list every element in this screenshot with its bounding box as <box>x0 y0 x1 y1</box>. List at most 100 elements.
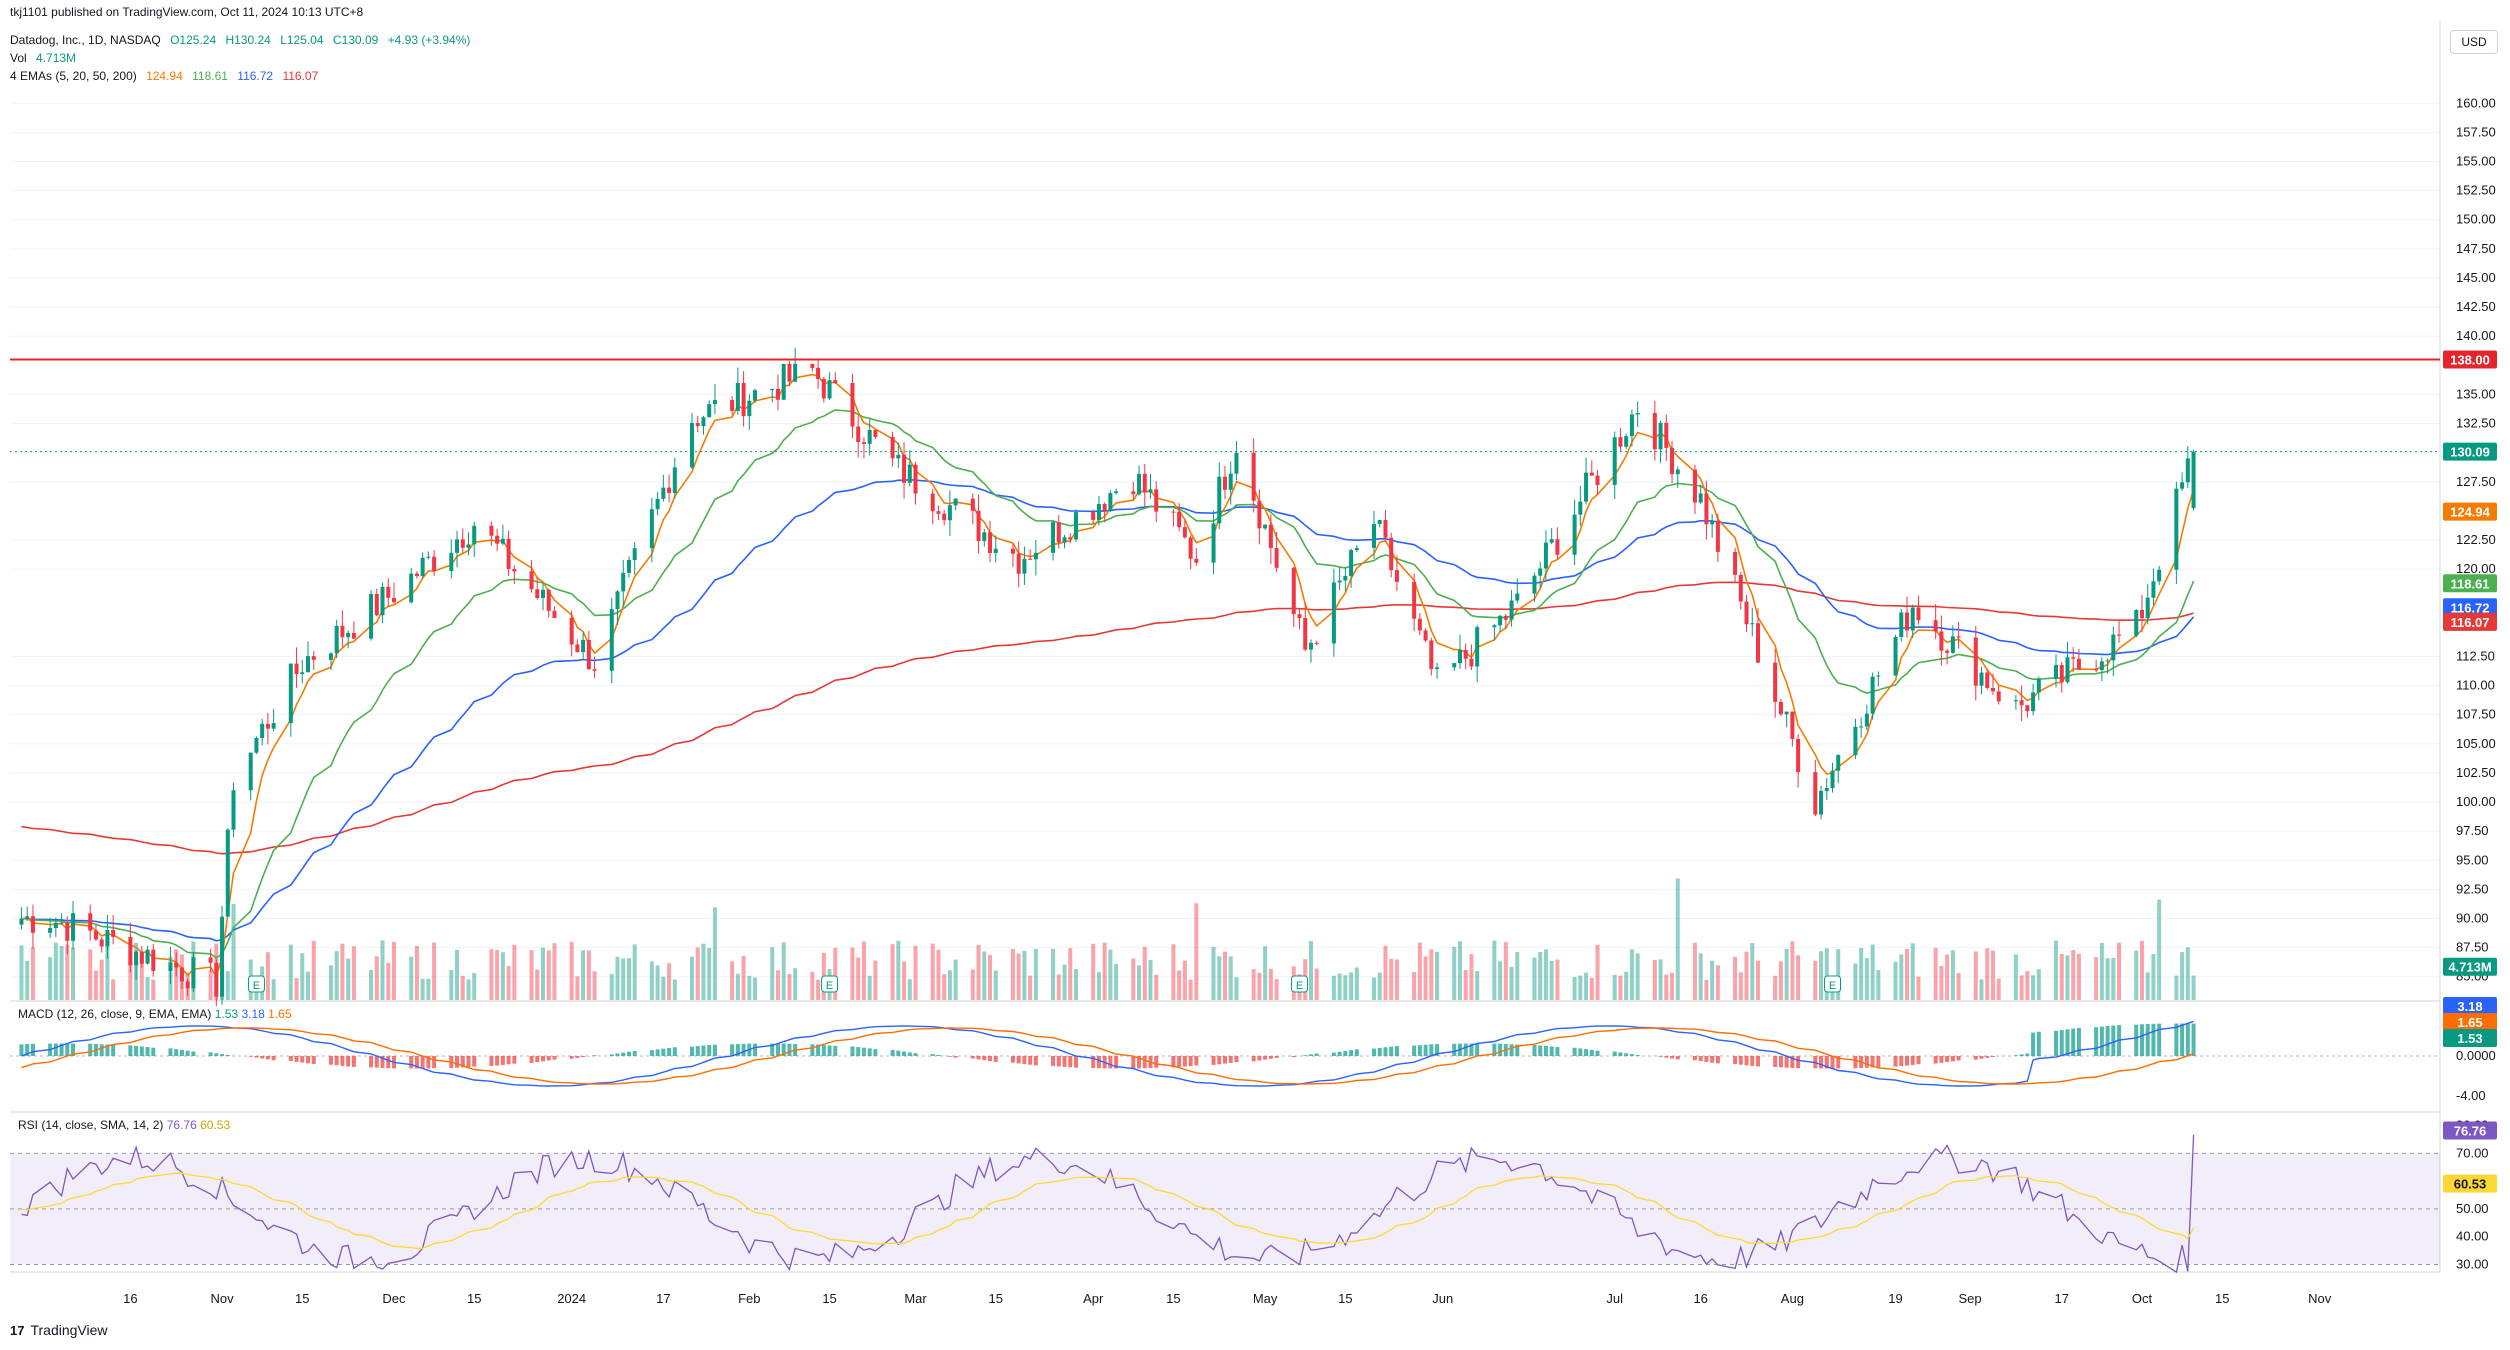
candle <box>1933 604 1938 640</box>
x-tick-label: Nov <box>2308 1291 2332 1306</box>
candle <box>1543 530 1548 582</box>
candle <box>615 590 620 625</box>
candle <box>19 907 24 930</box>
rsi-legend[interactable]: RSI (14, close, SMA, 14, 2) 76.76 60.53 <box>18 1118 230 1132</box>
tradingview-logo[interactable]: ⁠17 TradingView <box>10 1322 108 1338</box>
candle <box>2157 565 2162 585</box>
candle <box>294 647 299 688</box>
candle <box>1452 663 1457 672</box>
rsi-value: 76.76 <box>166 1118 197 1132</box>
candle <box>168 946 173 985</box>
candle <box>1102 502 1107 523</box>
candle <box>1578 485 1583 526</box>
candle <box>1904 596 1910 638</box>
candle <box>134 950 139 980</box>
candle <box>111 915 116 945</box>
candle <box>833 372 838 384</box>
candle <box>942 509 947 526</box>
candle <box>1131 481 1136 500</box>
candle <box>2174 481 2179 585</box>
x-tick-label: Nov <box>210 1291 234 1306</box>
candle <box>2145 584 2150 625</box>
candle <box>540 582 546 611</box>
x-tick-label: Jul <box>1606 1291 1623 1306</box>
svg-text:1.65: 1.65 <box>2457 1015 2482 1030</box>
candle <box>1755 607 1761 664</box>
close-value: C130.09 <box>332 33 379 47</box>
svg-text:76.76: 76.76 <box>2454 1124 2487 1139</box>
symbol-line: Datadog, Inc., 1D, NASDAQ O125.24 H130.2… <box>10 32 476 48</box>
candle <box>1343 567 1348 592</box>
candle <box>1744 594 1749 632</box>
candle <box>1091 509 1096 525</box>
earnings-marker[interactable]: E <box>1291 975 1309 993</box>
candle <box>139 946 144 968</box>
price-tick-label: 97.50 <box>2456 823 2489 838</box>
candle <box>1268 514 1273 565</box>
candle <box>1354 545 1359 553</box>
candle <box>770 388 775 403</box>
price-tick-label: 152.50 <box>2456 183 2496 198</box>
earnings-marker[interactable]: E <box>247 975 265 993</box>
candle <box>93 924 98 941</box>
axes: 160.00 157.50 155.00 152.50 150.00 147.50 145.… <box>123 95 2496 1306</box>
candle <box>1412 573 1417 632</box>
x-tick-label: 17 <box>656 1291 670 1306</box>
x-tick-label: 15 <box>1166 1291 1180 1306</box>
candle <box>1950 625 1955 654</box>
candle <box>1114 488 1119 495</box>
candle <box>2019 685 2024 722</box>
candle <box>632 541 637 575</box>
price-tick-label: 90.00 <box>2456 910 2489 925</box>
price-tick-label: 147.50 <box>2456 241 2496 256</box>
macd-line-value: 3.18 <box>241 1007 265 1021</box>
svg-text:3.18: 3.18 <box>2457 999 2482 1014</box>
candle <box>1492 623 1497 641</box>
currency-button[interactable]: USD <box>2450 30 2498 54</box>
candle <box>1331 568 1336 657</box>
candle <box>1899 608 1904 642</box>
candle <box>873 429 878 440</box>
candle <box>1738 572 1743 610</box>
candle <box>1498 614 1503 633</box>
candle <box>1973 625 1978 701</box>
candle <box>1251 438 1256 513</box>
low-value: L125.04 <box>280 33 324 47</box>
candle <box>2031 683 2036 716</box>
candle <box>1022 546 1027 585</box>
candle <box>2180 472 2185 491</box>
candle <box>575 639 580 653</box>
ema-label[interactable]: 4 EMAs (5, 20, 50, 200) <box>10 69 137 83</box>
candle <box>1624 433 1629 449</box>
candle <box>386 578 391 607</box>
x-tick-label: Oct <box>2132 1291 2153 1306</box>
macd-tag: 1.65 <box>2443 1013 2497 1031</box>
candle <box>1394 555 1399 591</box>
candle <box>185 978 190 997</box>
earnings-marker[interactable]: E <box>821 975 839 993</box>
candle <box>2111 626 2116 676</box>
candle <box>1589 460 1594 476</box>
symbol-name[interactable]: Datadog, Inc., 1D, NASDAQ <box>10 33 161 47</box>
x-tick-label: 15 <box>467 1291 481 1306</box>
price-tag: 130.09 <box>2443 442 2497 461</box>
x-tick-label: 15 <box>2215 1291 2229 1306</box>
macd-legend[interactable]: MACD (12, 26, close, 9, EMA, EMA) 1.53 3… <box>18 1007 292 1021</box>
candle <box>1228 461 1233 505</box>
candle <box>1188 535 1193 570</box>
candle <box>1314 640 1319 646</box>
candle <box>1171 509 1176 527</box>
rsi-tag: 76.76 <box>2443 1121 2497 1140</box>
price-tick-label: 157.50 <box>2456 124 2496 139</box>
candle <box>1051 520 1056 561</box>
price-tick-label: 92.50 <box>2456 881 2489 896</box>
candle <box>592 656 597 678</box>
vol-label[interactable]: Vol <box>10 51 27 65</box>
candle <box>1423 628 1428 643</box>
candle <box>712 384 717 415</box>
x-tick-label: Apr <box>1083 1291 1104 1306</box>
candle <box>420 552 425 578</box>
candle <box>1675 466 1680 488</box>
earnings-marker[interactable]: E <box>1824 975 1841 993</box>
